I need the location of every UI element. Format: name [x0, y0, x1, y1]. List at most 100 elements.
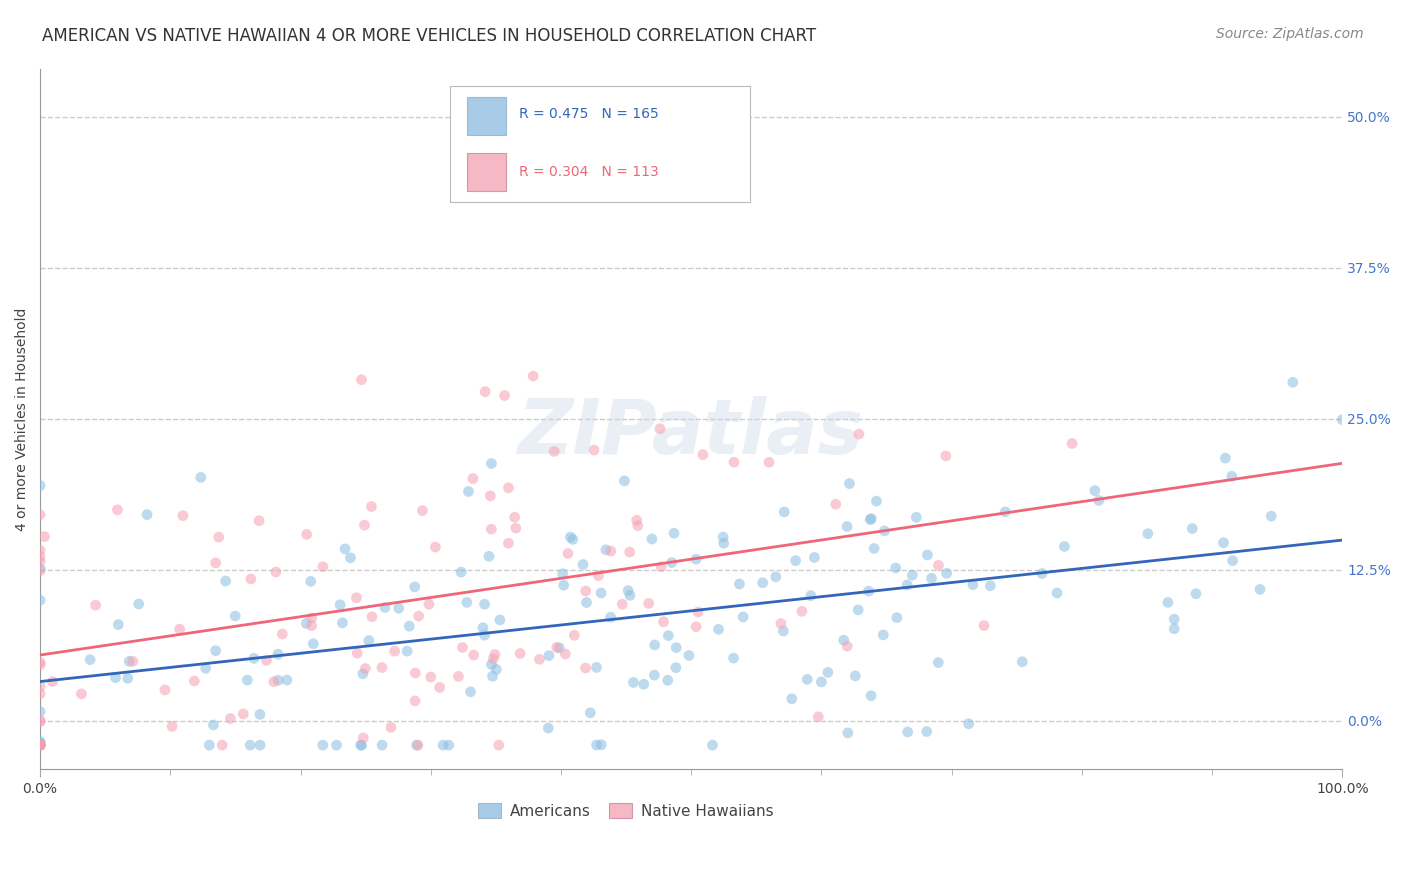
Point: [194, 661, 217, 675]
Point: [860, 511, 883, 525]
Point: [860, 689, 883, 703]
Point: [30, 561, 52, 575]
Point: [796, 673, 818, 687]
Point: [575, 584, 598, 599]
Point: [498, 536, 520, 550]
Point: [30, 714, 52, 729]
Point: [707, 622, 730, 636]
Point: [551, 566, 574, 581]
Point: [247, 514, 270, 528]
Point: [350, 373, 373, 387]
Point: [30, 478, 52, 492]
Point: [30, 593, 52, 607]
Point: [264, 565, 287, 579]
Point: [873, 524, 896, 538]
Point: [204, 644, 226, 658]
Point: [122, 654, 145, 668]
Point: [437, 738, 460, 752]
Point: [505, 521, 527, 535]
Point: [450, 565, 472, 579]
Point: [406, 738, 429, 752]
Point: [585, 738, 607, 752]
Point: [837, 639, 859, 653]
Point: [380, 720, 402, 734]
Point: [30, 734, 52, 748]
Point: [1260, 509, 1282, 524]
Point: [432, 738, 454, 752]
Point: [485, 662, 508, 676]
Point: [198, 738, 221, 752]
Point: [619, 545, 641, 559]
Point: [478, 549, 501, 564]
Point: [494, 388, 516, 402]
Point: [921, 571, 943, 585]
Point: [1220, 469, 1243, 483]
Point: [872, 628, 894, 642]
Point: [84, 598, 107, 612]
Point: [456, 595, 478, 609]
Point: [30, 656, 52, 670]
Point: [30, 554, 52, 568]
Point: [503, 510, 526, 524]
Point: [498, 481, 520, 495]
Point: [384, 644, 406, 658]
Point: [481, 657, 503, 672]
Point: [865, 494, 887, 508]
Point: [398, 619, 420, 633]
Point: [30, 687, 52, 701]
Point: [810, 674, 832, 689]
Point: [650, 559, 672, 574]
Point: [256, 653, 278, 667]
Point: [481, 669, 503, 683]
Point: [183, 673, 205, 688]
Point: [1249, 582, 1271, 597]
Point: [884, 561, 907, 575]
Text: AMERICAN VS NATIVE HAWAIIAN 4 OR MORE VEHICLES IN HOUSEHOLD CORRELATION CHART: AMERICAN VS NATIVE HAWAIIAN 4 OR MORE VE…: [42, 27, 817, 45]
Point: [927, 558, 949, 573]
Point: [30, 564, 52, 578]
Legend: Americans, Native Hawaiians: Americans, Native Hawaiians: [472, 797, 780, 825]
Point: [772, 624, 794, 638]
Point: [302, 637, 325, 651]
Point: [239, 572, 262, 586]
Point: [790, 604, 813, 618]
Point: [591, 586, 613, 600]
Point: [529, 652, 551, 666]
Point: [612, 597, 634, 611]
Point: [1088, 493, 1111, 508]
Point: [239, 738, 262, 752]
Point: [685, 620, 707, 634]
Point: [30, 713, 52, 727]
Point: [973, 618, 995, 632]
Point: [471, 621, 494, 635]
Point: [243, 651, 266, 665]
Point: [979, 579, 1001, 593]
Point: [769, 616, 792, 631]
Point: [643, 668, 665, 682]
Text: R = 0.304   N = 113: R = 0.304 N = 113: [519, 165, 659, 179]
Point: [588, 568, 610, 582]
Point: [404, 580, 426, 594]
Point: [1053, 540, 1076, 554]
Point: [484, 648, 506, 662]
Point: [561, 533, 583, 547]
Point: [204, 556, 226, 570]
Point: [301, 618, 323, 632]
Point: [554, 647, 576, 661]
Point: [1060, 436, 1083, 450]
Point: [160, 719, 183, 733]
Point: [136, 508, 159, 522]
Point: [595, 542, 617, 557]
Point: [733, 610, 755, 624]
Point: [838, 476, 860, 491]
Point: [128, 597, 150, 611]
Point: [249, 738, 271, 752]
Point: [190, 470, 212, 484]
Point: [752, 575, 775, 590]
Point: [479, 522, 502, 536]
Point: [295, 527, 318, 541]
Point: [460, 685, 482, 699]
Point: [360, 500, 382, 514]
Point: [723, 651, 745, 665]
Point: [30, 705, 52, 719]
